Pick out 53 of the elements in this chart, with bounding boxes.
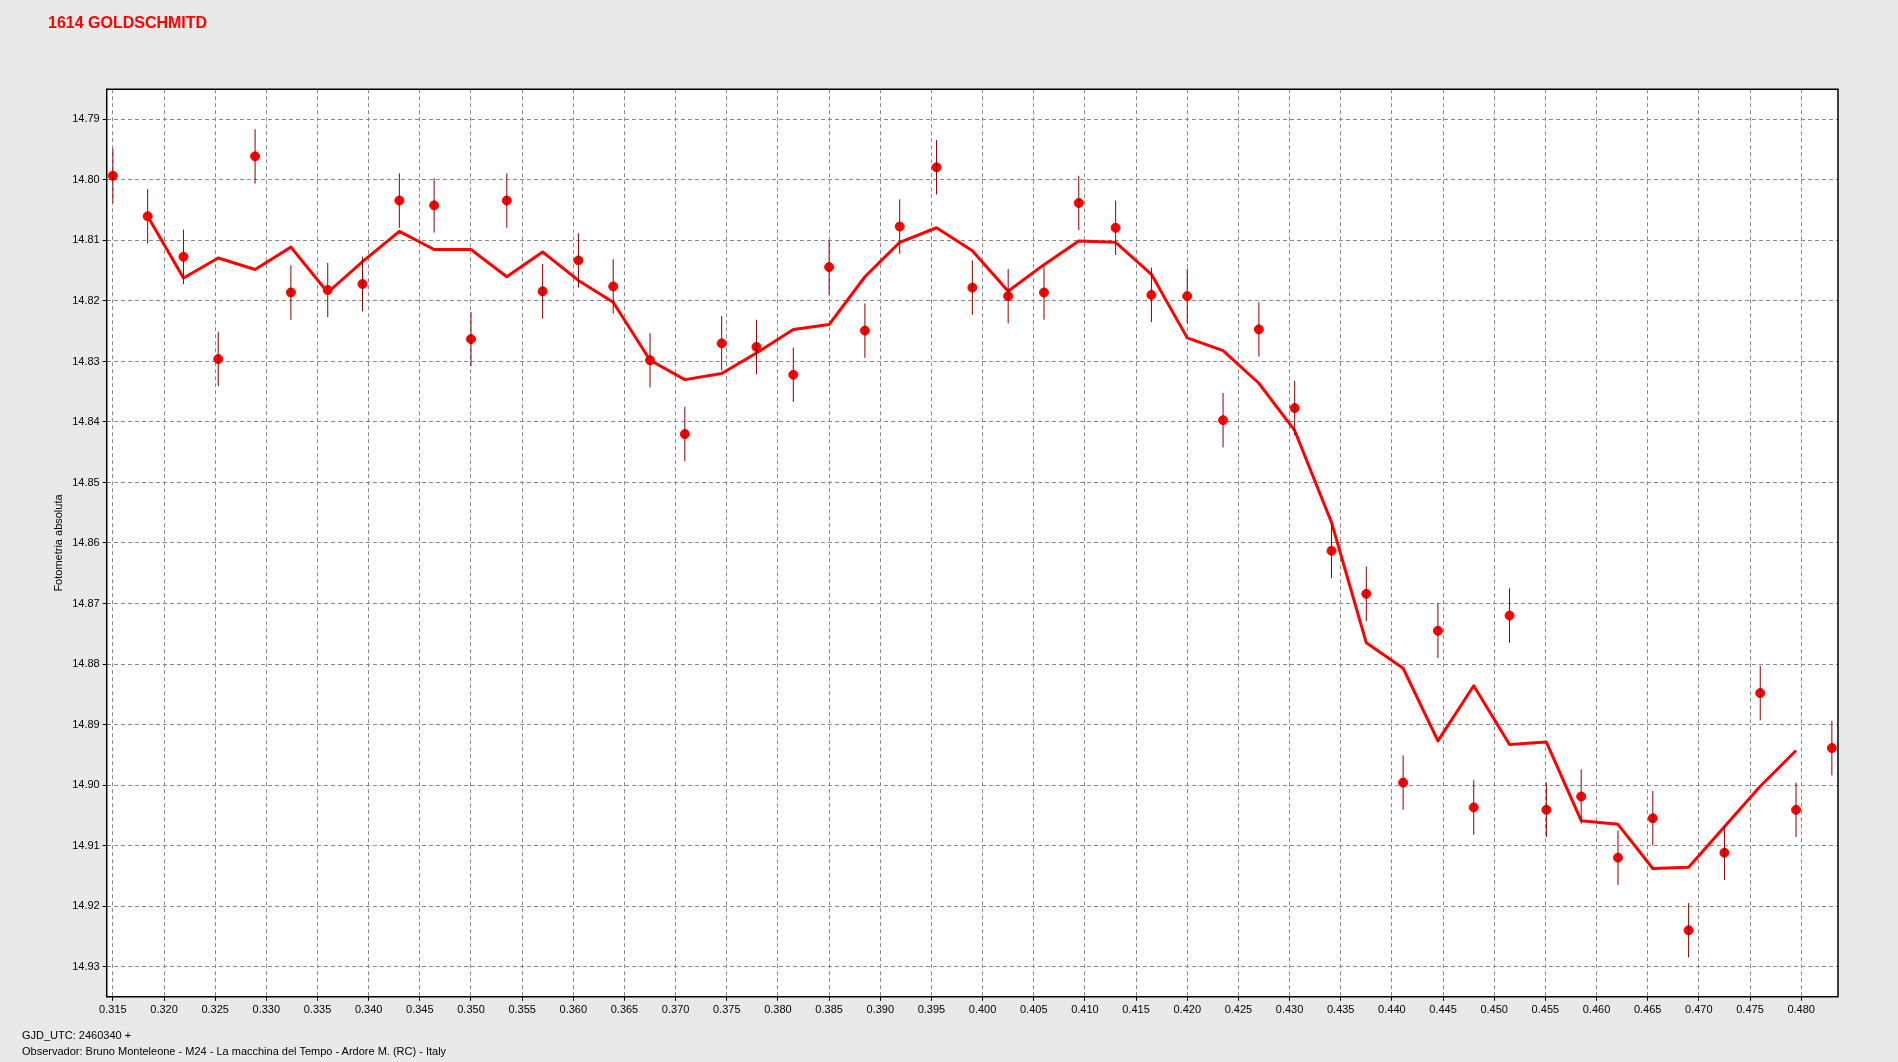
y-tick-label: 14.91 [72, 838, 100, 851]
y-tick-label: 14.87 [72, 596, 100, 609]
x-tick-label: 0.475 [1736, 1003, 1764, 1016]
text: GJD_UTC: 2460340 + [22, 1028, 133, 1043]
x-tick-label: 0.465 [1633, 1003, 1662, 1016]
x-tick-label: 0.420 [1173, 1003, 1201, 1016]
x-tick-label: 0.360 [559, 1003, 588, 1016]
x-tick-label: 0.395 [917, 1003, 946, 1016]
x-tick-label: 0.430 [1275, 1003, 1304, 1016]
y-tick-label: 14.81 [72, 233, 100, 246]
y-tick-label: 14.92 [72, 899, 100, 912]
y-tick-label: 14.79 [72, 112, 100, 125]
y-axis-title: Fotometria absoluta [51, 493, 64, 592]
x-tick-label: 0.435 [1326, 1003, 1355, 1016]
x-tick-label: 0.460 [1582, 1003, 1611, 1016]
x-tick-label: 0.330 [252, 1003, 281, 1016]
y-tick-label: 14.93 [72, 959, 100, 972]
x-tick-label: 0.445 [1429, 1003, 1457, 1016]
x-tick-label: 0.415 [1122, 1003, 1150, 1016]
x-tick-label: 0.325 [201, 1003, 229, 1016]
x-tick-label: 0.405 [1019, 1003, 1048, 1016]
x-tick-label: 0.365 [610, 1003, 639, 1016]
y-tick-label: 14.90 [72, 778, 100, 791]
x-tick-label: 0.450 [1480, 1003, 1508, 1016]
x-tick-label: 0.380 [764, 1003, 792, 1016]
x-tick-label: 0.455 [1531, 1003, 1560, 1016]
y-tick-label: 14.84 [72, 415, 100, 428]
x-tick-label: 0.315 [99, 1003, 127, 1016]
x-tick-label: 0.480 [1787, 1003, 1815, 1016]
x-tick-label: 0.350 [457, 1003, 485, 1016]
x-tick-label: 0.370 [661, 1003, 690, 1016]
y-tick-label: 14.80 [72, 172, 100, 185]
y-tick-label: 14.88 [72, 657, 100, 670]
x-tick-label: 0.345 [406, 1003, 434, 1016]
x-tick-label: 0.355 [508, 1003, 536, 1016]
x-tick-label: 0.410 [1071, 1003, 1099, 1016]
x-tick-label: 0.400 [968, 1003, 997, 1016]
text: Observador: Bruno Monteleone - M24 - La macchina del Tempo - Ardore M. (RC) - Italy [22, 1044, 447, 1059]
x-tick-label: 0.340 [354, 1003, 383, 1016]
x-tick-label: 0.320 [150, 1003, 178, 1016]
x-tick-label: 0.390 [866, 1003, 895, 1016]
chart-title: 1614 GOLDSCHMITD [48, 14, 208, 32]
x-tick-label: 0.375 [713, 1003, 741, 1016]
y-tick-label: 14.85 [72, 475, 100, 488]
y-tick-label: 14.89 [72, 717, 100, 730]
x-tick-label: 0.425 [1224, 1003, 1253, 1016]
x-tick-label: 0.385 [815, 1003, 843, 1016]
y-tick-label: 14.86 [72, 536, 100, 549]
y-tick-label: 14.83 [72, 354, 100, 367]
y-tick-label: 14.82 [72, 294, 100, 306]
x-tick-label: 0.335 [303, 1003, 332, 1016]
x-tick-label: 0.440 [1378, 1003, 1406, 1016]
x-tick-label: 0.470 [1685, 1003, 1713, 1016]
